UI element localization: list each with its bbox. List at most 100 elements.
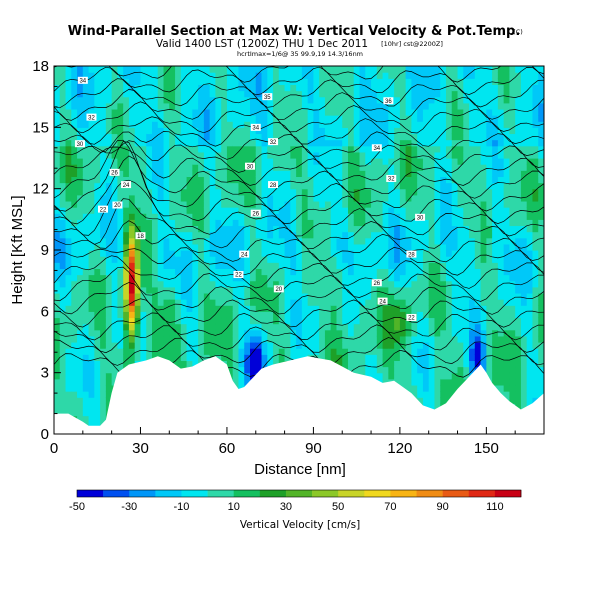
velocity-cell [348,96,355,104]
velocity-cell [509,207,516,214]
velocity-cell [88,354,95,361]
velocity-cell [515,108,522,116]
velocity-cell [376,219,384,227]
velocity-cell [105,292,113,300]
velocity-cell [65,391,72,398]
velocity-cell [376,348,384,355]
velocity-cell [117,133,124,141]
velocity-cell [59,188,67,196]
velocity-cell [244,317,251,325]
velocity-cell [186,237,193,245]
velocity-cell [428,164,436,171]
velocity-cell [428,225,436,233]
velocity-cell [382,133,389,141]
velocity-cell [371,182,378,190]
velocity-cell [221,274,228,282]
velocity-cell [175,317,182,325]
velocity-cell [238,299,245,306]
velocity-cell [198,342,205,349]
velocity-cell [376,72,384,79]
velocity-cell [359,329,366,337]
velocity-cell [59,194,67,202]
velocity-cell [503,299,511,306]
velocity-cell [146,182,153,190]
velocity-cell [215,299,222,306]
velocity-cell [382,145,389,153]
velocity-cell [117,219,124,227]
velocity-cell [359,158,366,165]
velocity-cell [503,188,511,196]
velocity-cell [152,243,159,251]
velocity-cell [140,243,147,251]
velocity-cell [71,127,78,135]
velocity-cell [492,280,499,288]
velocity-cell [100,194,107,202]
velocity-cell [284,348,291,355]
velocity-cell [359,237,366,245]
velocity-cell [267,225,274,233]
velocity-cell [134,194,142,202]
velocity-cell [94,409,101,417]
velocity-cell [105,66,113,73]
velocity-cell [480,170,487,177]
velocity-cell [59,164,67,171]
velocity-cell [307,121,315,128]
velocity-cell [353,127,361,135]
velocity-cell [163,194,170,202]
velocity-cell [88,348,95,355]
velocity-cell [492,102,499,110]
velocity-cell [71,188,78,196]
velocity-cell [428,323,436,331]
velocity-cell [255,231,263,239]
velocity-cell [342,151,349,159]
velocity-cell [515,164,522,171]
velocity-cell [319,102,326,110]
velocity-cell [111,225,119,233]
velocity-cell [509,243,516,251]
velocity-cell [480,96,487,104]
velocity-cell [284,115,291,122]
velocity-cell [261,127,268,135]
velocity-cell [261,108,268,116]
velocity-cell [192,127,199,135]
velocity-cell [186,96,193,104]
velocity-cell [520,133,528,141]
velocity-cell [54,342,61,349]
velocity-cell [250,299,257,306]
velocity-cell [296,311,303,319]
velocity-cell [446,311,453,319]
velocity-cell [463,311,470,319]
velocity-cell [319,194,326,202]
velocity-cell [307,243,315,251]
velocity-cell [348,231,355,239]
velocity-cell [134,256,142,263]
chart-title: Wind-Parallel Section at Max W: Vertical… [68,24,521,39]
velocity-cell [180,115,188,122]
velocity-cell [324,256,332,263]
velocity-cell [215,237,222,245]
velocity-cell [330,121,338,128]
velocity-cell [446,96,453,104]
velocity-cell [388,292,395,300]
velocity-cell [330,90,338,98]
velocity-cell [348,108,355,116]
velocity-cell [440,280,447,288]
velocity-cell [520,182,528,190]
velocity-cell [399,164,407,171]
velocity-cell [209,280,217,288]
velocity-cell [451,72,459,79]
velocity-cell [186,250,193,257]
velocity-cell [417,170,424,177]
velocity-cell [250,72,257,79]
velocity-cell [65,151,72,159]
velocity-cell [434,176,441,184]
velocity-cell [509,182,516,190]
velocity-cell [152,108,159,116]
velocity-cell [198,292,205,300]
velocity-cell [117,237,124,245]
velocity-cell [157,207,165,214]
velocity-cell [492,274,499,282]
velocity-cell [232,158,240,165]
velocity-cell [434,207,441,214]
velocity-cell [128,256,136,263]
